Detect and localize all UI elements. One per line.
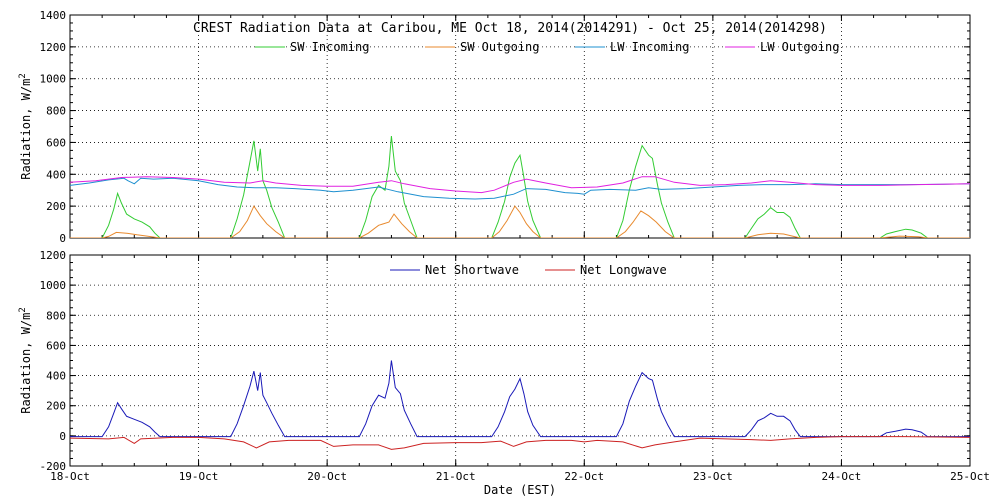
chart-title: CREST Radiation Data at Caribou, ME Oct … (193, 21, 827, 36)
x-tick-label: 18-Oct (50, 470, 90, 483)
bottom-y-tick-label: 1000 (40, 279, 67, 292)
series-line-sw-outgoing (70, 205, 970, 238)
x-tick-label: 25-Oct (950, 470, 990, 483)
top-y-tick-label: 400 (46, 168, 66, 181)
legend-label-lw-incoming: LW Incoming (610, 40, 689, 54)
bottom-y-tick-label: 1200 (40, 249, 67, 262)
series-line-net-shortwave (70, 360, 970, 438)
bottom-y-tick-label: 400 (46, 370, 66, 383)
series-line-sw-incoming (70, 136, 970, 238)
legend-label-net-longwave: Net Longwave (580, 263, 667, 277)
legend-label-net-shortwave: Net Shortwave (425, 263, 519, 277)
bottom-y-tick-label: 600 (46, 339, 66, 352)
x-tick-label: 19-Oct (179, 470, 219, 483)
legend-label-sw-outgoing: SW Outgoing (460, 40, 539, 54)
top-y-axis-title: Radiation, W/m2 (18, 73, 33, 180)
x-tick-label: 20-Oct (307, 470, 347, 483)
bottom-y-tick-label: -200 (40, 460, 67, 473)
bottom-y-tick-label: 800 (46, 309, 66, 322)
top-y-tick-label: 1200 (40, 41, 67, 54)
top-y-tick-label: 800 (46, 105, 66, 118)
top-y-tick-label: 0 (59, 232, 66, 245)
x-tick-label: 21-Oct (436, 470, 476, 483)
series-line-lw-outgoing (70, 176, 970, 194)
bottom-series-group (70, 360, 970, 450)
top-y-tick-label: 1400 (40, 9, 67, 22)
x-axis-title: Date (EST) (484, 483, 556, 497)
x-tick-label: 24-Oct (822, 470, 862, 483)
top-y-tick-label: 600 (46, 136, 66, 149)
x-tick-label: 23-Oct (693, 470, 733, 483)
bottom-y-tick-label: 200 (46, 400, 66, 413)
legend-label-lw-outgoing: LW Outgoing (760, 40, 839, 54)
top-y-tick-label: 1000 (40, 73, 67, 86)
top-y-tick-label: 200 (46, 200, 66, 213)
series-line-net-longwave (70, 436, 970, 450)
bottom-y-axis-title: Radiation, W/m2 (18, 307, 33, 414)
top-series-group (70, 136, 970, 238)
x-tick-label: 22-Oct (564, 470, 604, 483)
bottom-plot-frame (69, 254, 971, 467)
series-line-lw-incoming (70, 177, 970, 200)
bottom-y-tick-label: 0 (59, 430, 66, 443)
legend-label-sw-incoming: SW Incoming (290, 40, 369, 54)
